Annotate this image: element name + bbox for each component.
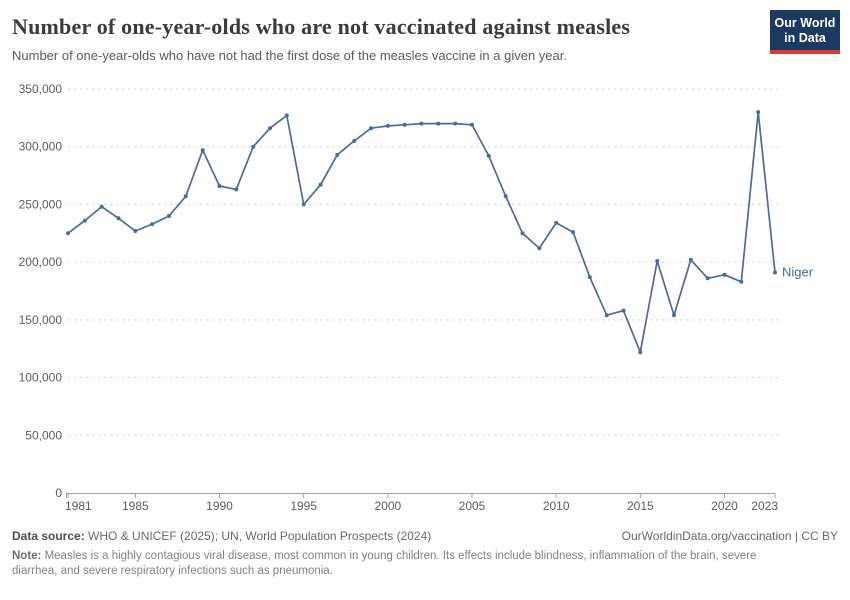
- data-point[interactable]: [520, 231, 525, 236]
- x-axis-tick-label: 2005: [459, 499, 486, 513]
- data-point[interactable]: [284, 113, 289, 118]
- y-axis-tick-label: 300,000: [19, 140, 63, 154]
- data-point[interactable]: [621, 308, 626, 313]
- data-point[interactable]: [217, 184, 222, 188]
- x-axis-tick-label: 2015: [627, 499, 654, 513]
- y-axis-tick-label: 150,000: [19, 313, 63, 327]
- data-point[interactable]: [335, 152, 340, 157]
- data-point[interactable]: [655, 259, 660, 263]
- owid-logo-line2: in Data: [784, 31, 826, 45]
- chart-footer: Data source: WHO & UNICEF (2025); UN, Wo…: [12, 529, 838, 579]
- series-label-niger[interactable]: Niger: [782, 265, 814, 280]
- data-point[interactable]: [453, 121, 458, 126]
- data-point[interactable]: [150, 222, 155, 227]
- note-text: Measles is a highly contagious viral dis…: [12, 550, 757, 577]
- data-point[interactable]: [66, 231, 70, 236]
- data-point[interactable]: [739, 279, 744, 284]
- data-point[interactable]: [486, 153, 491, 158]
- data-point[interactable]: [99, 204, 104, 209]
- data-point[interactable]: [133, 229, 138, 233]
- data-point[interactable]: [268, 126, 272, 131]
- data-point[interactable]: [705, 276, 710, 281]
- data-point[interactable]: [537, 246, 542, 251]
- x-axis-tick-label: 2020: [711, 499, 738, 513]
- y-axis-tick-label: 350,000: [19, 82, 63, 96]
- data-point[interactable]: [672, 313, 676, 318]
- data-point[interactable]: [234, 187, 239, 192]
- data-line-niger[interactable]: [67, 111, 776, 354]
- chart-subtitle: Number of one-year-olds who have not had…: [12, 48, 567, 63]
- data-point[interactable]: [251, 144, 256, 149]
- data-point[interactable]: [200, 148, 205, 153]
- x-axis-tick-label: 1981: [65, 499, 92, 513]
- owid-logo-line1: Our World: [774, 16, 836, 30]
- data-point[interactable]: [436, 121, 441, 126]
- x-axis-tick-label: 1985: [122, 499, 149, 513]
- x-axis-tick-label: 1990: [206, 499, 233, 513]
- note-label: Note:: [12, 550, 42, 562]
- data-point[interactable]: [756, 110, 761, 115]
- data-point[interactable]: [722, 272, 727, 277]
- data-point[interactable]: [470, 122, 474, 127]
- data-point[interactable]: [82, 218, 87, 223]
- data-point[interactable]: [385, 123, 390, 128]
- data-source-label: Data source:: [12, 529, 85, 543]
- data-point[interactable]: [604, 313, 609, 318]
- data-point[interactable]: [503, 194, 508, 199]
- data-point[interactable]: [318, 182, 323, 187]
- data-source-value: WHO & UNICEF (2025); UN, World Populatio…: [84, 529, 432, 543]
- data-point[interactable]: [773, 270, 777, 275]
- data-point[interactable]: [638, 350, 643, 355]
- data-point[interactable]: [183, 194, 188, 199]
- data-point[interactable]: [688, 257, 693, 262]
- x-axis-tick-label: 2010: [543, 499, 570, 513]
- page-title: Number of one-year-olds who are not vacc…: [12, 14, 631, 39]
- data-point[interactable]: [116, 216, 121, 221]
- owid-logo[interactable]: Our World in Data: [770, 10, 840, 54]
- data-source-text: Data source: WHO & UNICEF (2025); UN, Wo…: [12, 529, 431, 543]
- x-axis-tick-label: 2000: [374, 499, 401, 513]
- x-axis-tick-label: 1995: [290, 499, 317, 513]
- data-point[interactable]: [571, 230, 575, 235]
- data-point[interactable]: [402, 122, 407, 127]
- source-row: Data source: WHO & UNICEF (2025); UN, Wo…: [12, 529, 838, 543]
- data-point[interactable]: [301, 202, 306, 207]
- y-axis-tick-label: 0: [55, 486, 62, 500]
- y-axis-tick-label: 200,000: [19, 255, 63, 269]
- owid-license-link[interactable]: OurWorldinData.org/vaccination | CC BY: [621, 529, 838, 543]
- x-axis-tick-label: 2023: [751, 499, 778, 513]
- note-row: Note: Measles is a highly contagious vir…: [12, 549, 774, 579]
- data-point[interactable]: [587, 275, 592, 280]
- data-point[interactable]: [352, 138, 357, 143]
- y-axis-tick-label: 50,000: [25, 428, 62, 442]
- data-point[interactable]: [554, 220, 559, 225]
- data-point[interactable]: [369, 126, 373, 131]
- data-point[interactable]: [419, 121, 424, 126]
- y-axis-tick-label: 250,000: [19, 197, 63, 211]
- data-point[interactable]: [167, 214, 171, 218]
- y-axis-tick-label: 100,000: [19, 371, 63, 385]
